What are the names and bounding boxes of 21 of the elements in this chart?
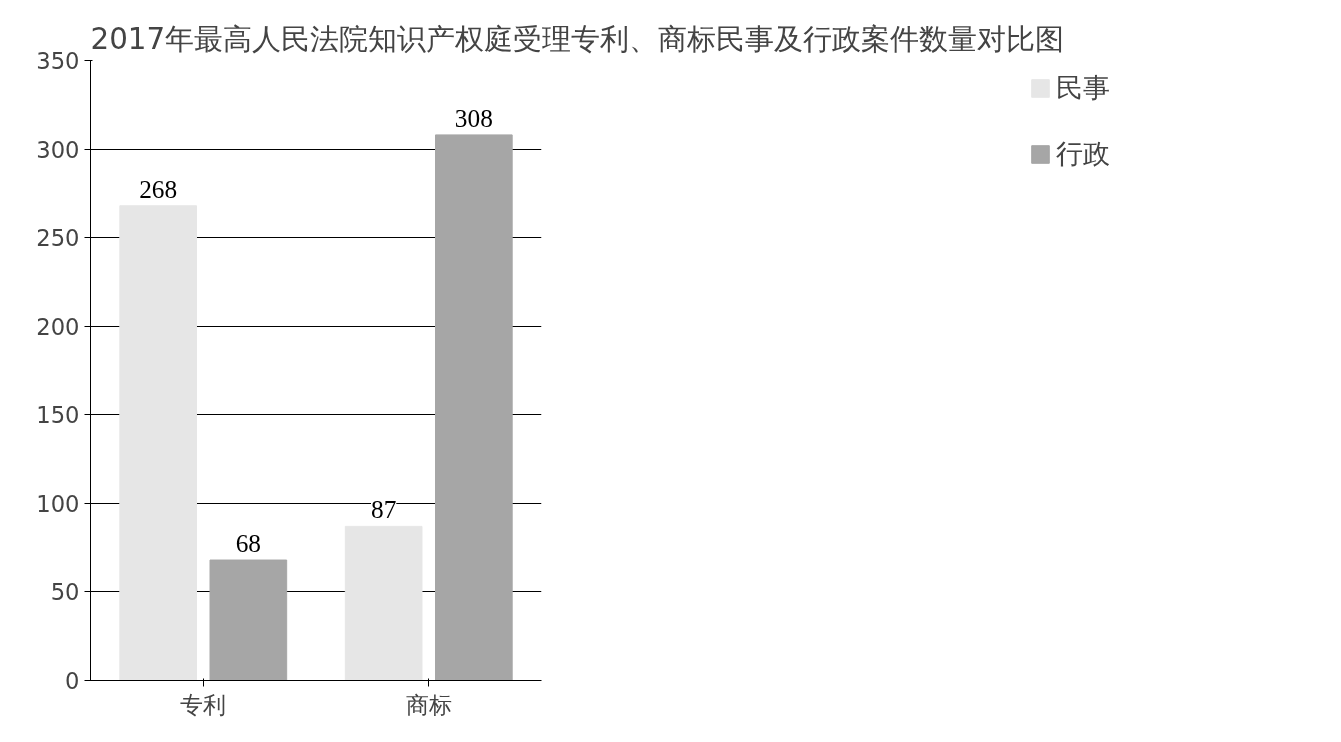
data-label: 308 xyxy=(454,103,493,132)
x-tick-label: 专利 xyxy=(180,691,227,718)
data-label: 268 xyxy=(139,174,178,203)
y-tick-label: 250 xyxy=(36,225,80,252)
bar xyxy=(209,559,288,681)
y-tick-label: 200 xyxy=(36,313,80,340)
y-tick-label: 350 xyxy=(36,48,80,74)
legend-label: 行政 xyxy=(1056,137,1110,171)
y-tick-label: 0 xyxy=(65,668,80,694)
chart-title: 2017年最高人民法院知识产权庭受理专利、商标民事及行政案件数量对比图 xyxy=(90,21,1065,56)
data-label: 68 xyxy=(235,529,262,558)
bar xyxy=(435,134,513,681)
data-label: 87 xyxy=(370,495,397,524)
bar xyxy=(344,525,423,681)
y-tick-label: 150 xyxy=(36,402,80,429)
x-tick-label: 商标 xyxy=(405,691,452,718)
bar xyxy=(119,205,197,681)
y-tick-label: 100 xyxy=(36,490,80,517)
y-tick-label: 50 xyxy=(50,579,80,606)
legend-label: 民事 xyxy=(1056,71,1110,105)
y-tick-label: 300 xyxy=(36,136,80,163)
